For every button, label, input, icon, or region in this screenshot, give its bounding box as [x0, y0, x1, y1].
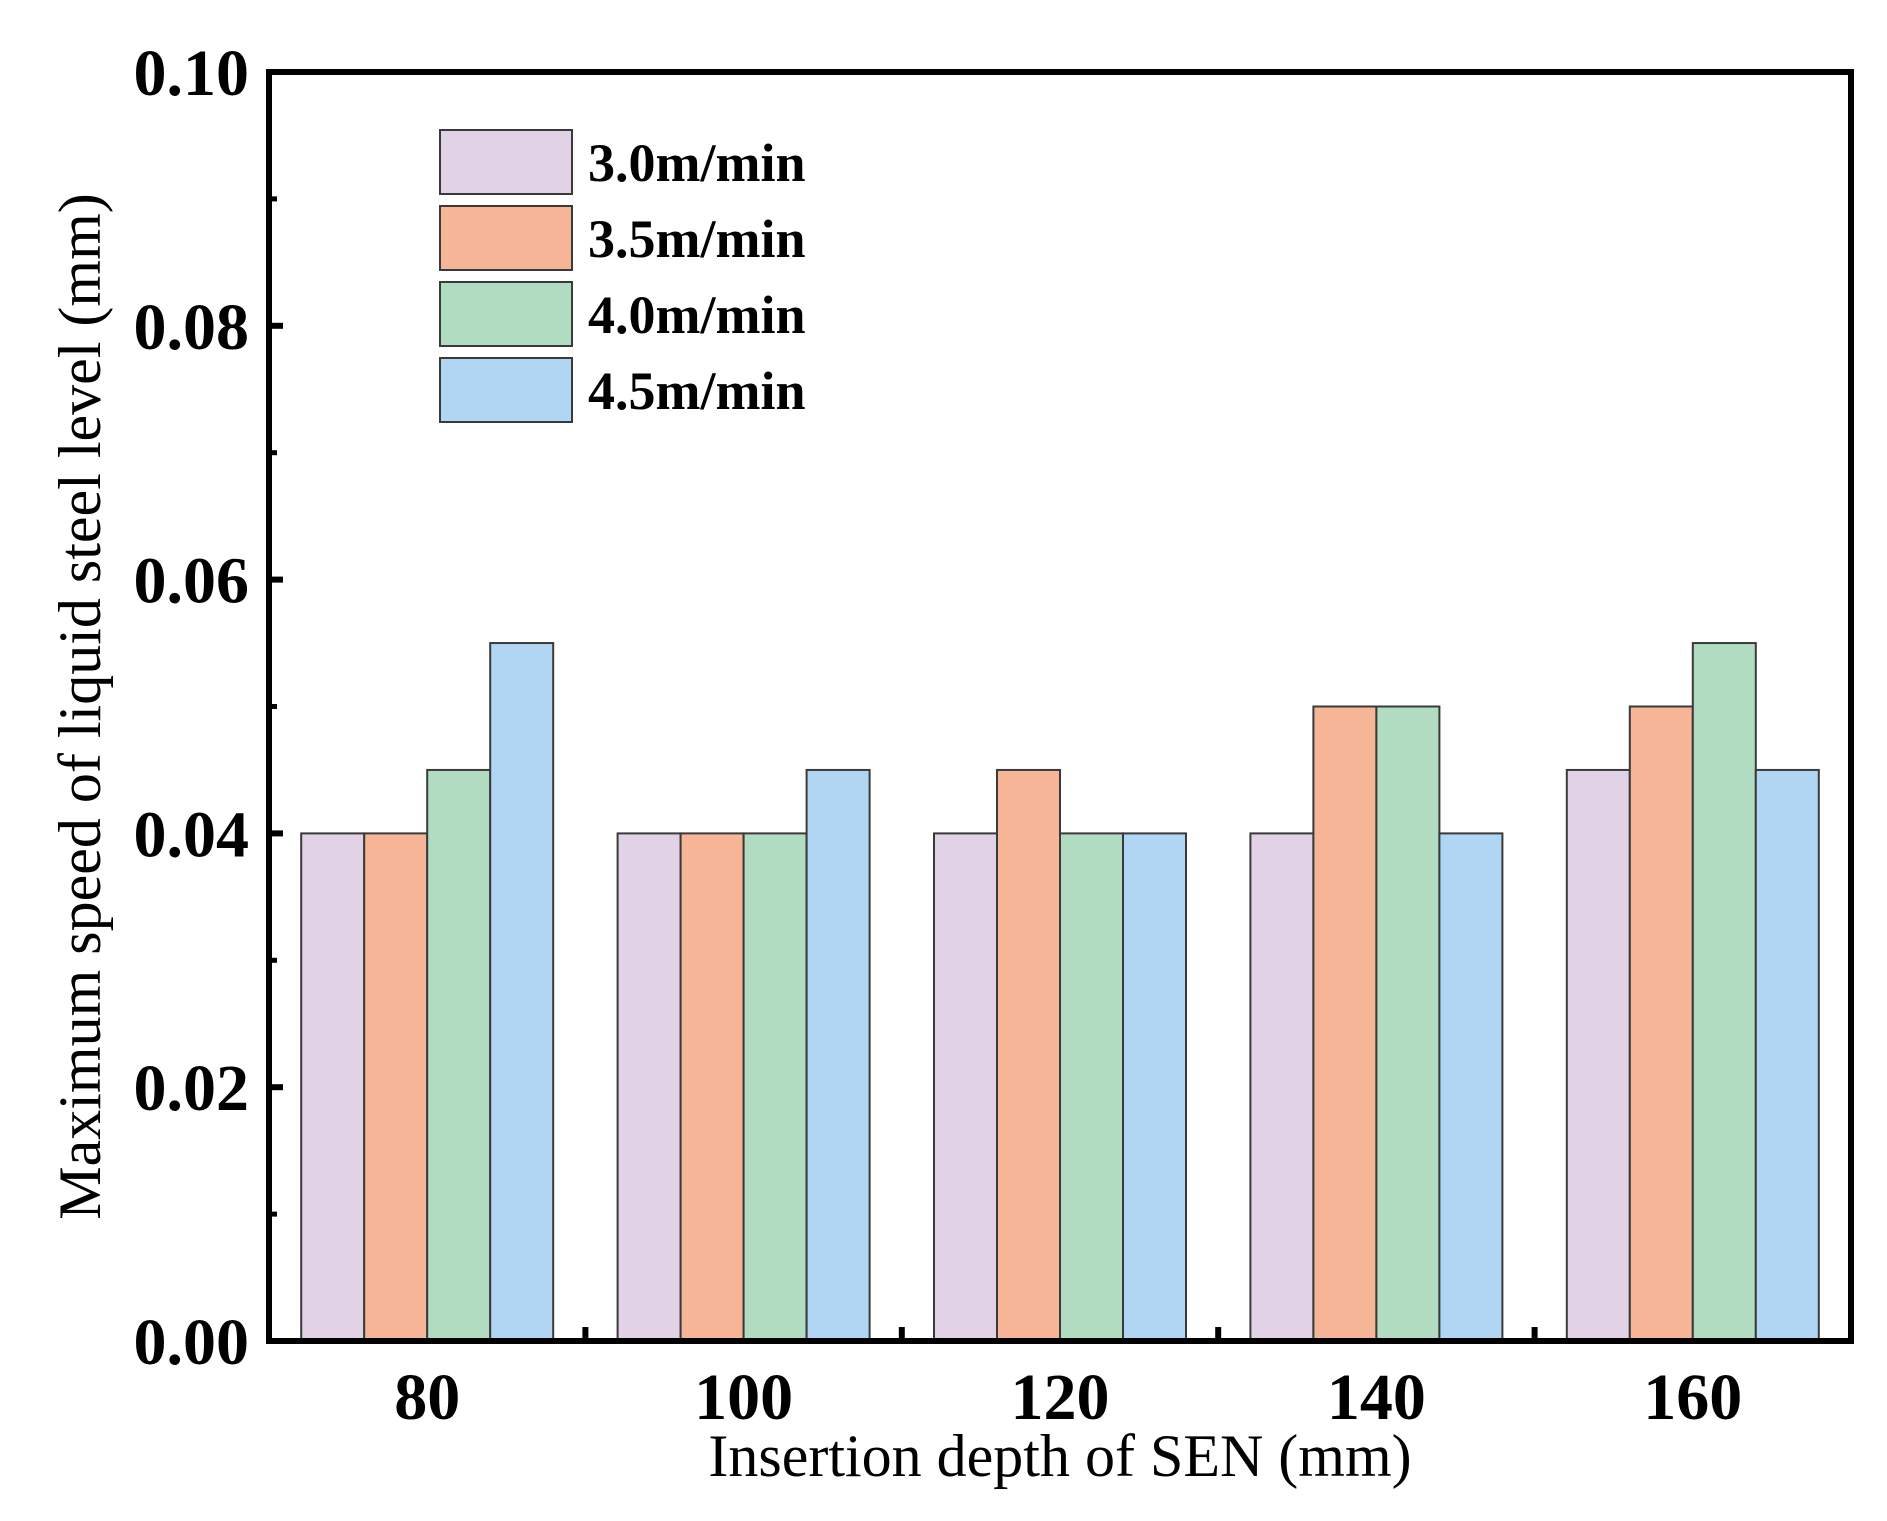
bar-4.0m/min-100 — [742, 832, 808, 1343]
bars-group — [300, 642, 1820, 1343]
legend-swatch-3.0m/min — [439, 129, 573, 195]
ticks-group: 0.00 0.02 0.04 0.06 0.08 0.10 80 100 120 140 160 — [134, 37, 1743, 1434]
bar-3.0m/min-100 — [616, 832, 682, 1343]
y-tick-label: 0.08 — [134, 291, 250, 364]
bar-3.5m/min-120 — [996, 768, 1061, 1342]
x-tick-label: 80 — [394, 1361, 460, 1434]
bar-4.5m/min-100 — [805, 768, 871, 1342]
legend-label: 3.0m/min — [588, 133, 806, 193]
bar-3.5m/min-140 — [1312, 705, 1378, 1342]
legend-swatch-3.5m/min — [439, 205, 573, 271]
bar-4.0m/min-80 — [426, 768, 492, 1342]
bar-3.0m/min-80 — [300, 832, 366, 1343]
x-axis-title: Insertion depth of SEN (mm) — [708, 1423, 1411, 1489]
y-axis-title: Maximum speed of liquid steel level (mm) — [47, 193, 113, 1219]
bar-3.5m/min-160 — [1628, 705, 1694, 1342]
legend-label: 4.5m/min — [588, 361, 806, 421]
y-tick-label: 0.04 — [134, 798, 250, 871]
bar-3.0m/min-120 — [933, 832, 998, 1343]
bar-4.5m/min-140 — [1438, 832, 1504, 1343]
bar-3.5m/min-100 — [679, 832, 745, 1343]
y-tick-label: 0.10 — [134, 37, 250, 110]
legend-label: 3.5m/min — [588, 209, 806, 269]
bar-4.5m/min-160 — [1754, 768, 1820, 1342]
bar-4.0m/min-140 — [1375, 705, 1441, 1342]
bar-3.0m/min-160 — [1565, 768, 1631, 1342]
bar-4.0m/min-160 — [1691, 642, 1757, 1342]
x-tick-label: 100 — [694, 1361, 793, 1434]
y-tick-label: 0.02 — [134, 1052, 250, 1125]
legend-swatch-4.5m/min — [439, 357, 573, 423]
bar-4.5m/min-120 — [1122, 832, 1187, 1343]
legend: 3.0m/min 3.5m/min 4.0m/min 4.5m/min — [439, 129, 806, 423]
legend-swatch-4.0m/min — [439, 281, 573, 347]
x-tick-label: 140 — [1327, 1361, 1426, 1434]
bar-3.5m/min-80 — [363, 832, 429, 1343]
bar-3.0m/min-140 — [1249, 832, 1315, 1343]
y-tick-label: 0.06 — [134, 545, 250, 618]
bar-4.5m/min-80 — [489, 642, 555, 1342]
legend-label: 4.0m/min — [588, 285, 806, 345]
bar-4.0m/min-120 — [1059, 832, 1124, 1343]
y-tick-label: 0.00 — [134, 1306, 250, 1379]
x-tick-label: 160 — [1643, 1361, 1742, 1434]
x-tick-label: 120 — [1011, 1361, 1110, 1434]
